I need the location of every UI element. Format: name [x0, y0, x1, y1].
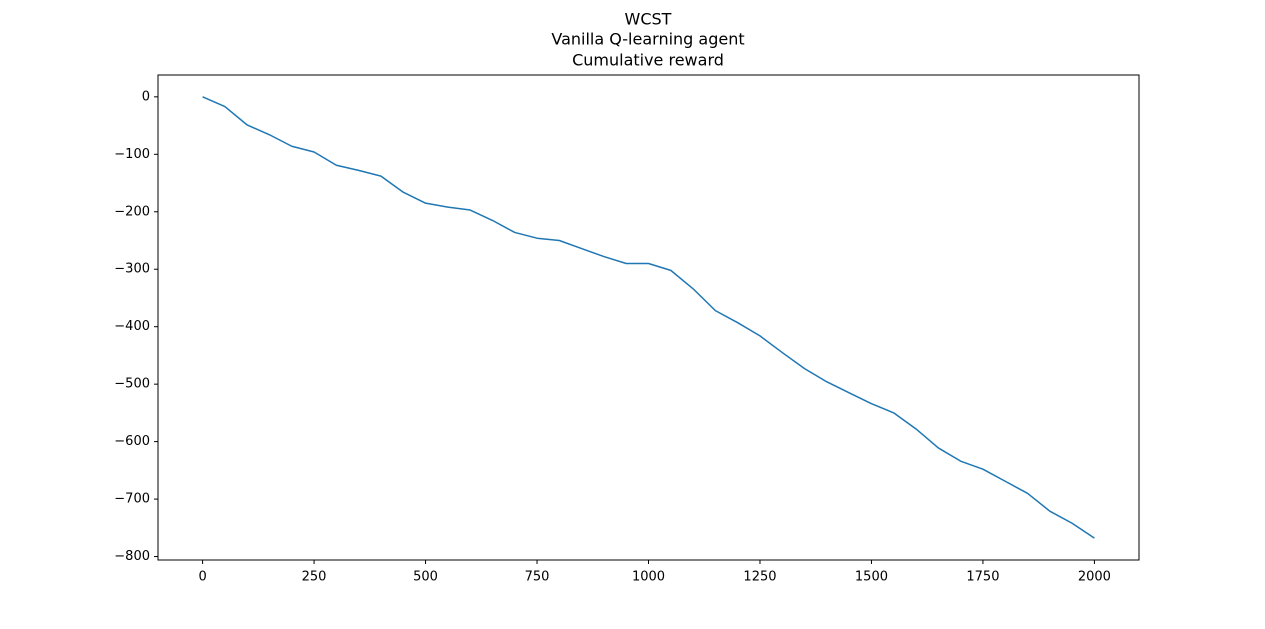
y-tick-label: −500: [114, 377, 150, 392]
y-tick-label: −200: [114, 204, 150, 219]
x-tick-label: 2000: [1078, 570, 1111, 585]
y-tick-label: −800: [114, 549, 150, 564]
x-tick-label: 750: [525, 570, 550, 585]
y-tick-label: −400: [114, 319, 150, 334]
x-tick-label: 1750: [966, 570, 999, 585]
data-line: [202, 96, 1095, 539]
chart-title: Cumulative reward: [572, 51, 724, 70]
x-tick-label: 250: [302, 570, 327, 585]
y-tick-label: −300: [114, 262, 150, 277]
x-tick-label: 1500: [855, 570, 888, 585]
chart-title: Vanilla Q-learning agent: [551, 30, 744, 49]
x-tick-label: 500: [413, 570, 438, 585]
x-tick-label: 1000: [632, 570, 665, 585]
chart-title: WCST: [625, 10, 672, 29]
y-tick-label: −600: [114, 434, 150, 449]
x-tick-label: 0: [198, 570, 206, 585]
y-tick-label: −100: [114, 147, 150, 162]
y-tick-label: 0: [142, 89, 150, 104]
x-tick-label: 1250: [743, 570, 776, 585]
y-tick-label: −700: [114, 492, 150, 507]
